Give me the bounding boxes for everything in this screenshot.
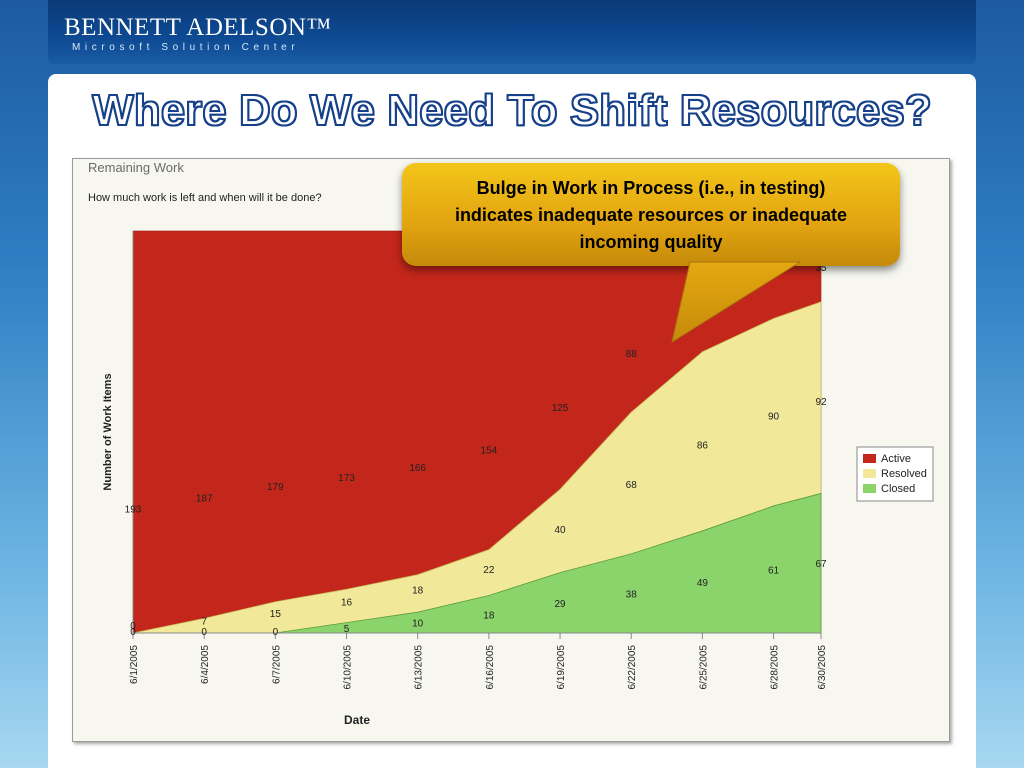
active-data-label: 88: [626, 349, 638, 360]
active-data-label: 179: [267, 482, 284, 493]
chart-subtitle: How much work is left and when will it b…: [88, 192, 322, 204]
x-tick-label: 6/19/2005: [556, 645, 567, 690]
active-data-label: 35: [815, 263, 827, 274]
y-axis-title: Number of Work Items: [102, 373, 114, 490]
x-tick-label: 6/1/2005: [129, 645, 140, 684]
company-tagline: Microsoft Solution Center: [72, 42, 300, 53]
chart-canvas: Remaining Work How much work is left and …: [88, 160, 934, 727]
chart-title: Remaining Work: [88, 160, 184, 175]
x-tick-label: 6/4/2005: [200, 645, 211, 684]
legend-swatch: [863, 469, 876, 478]
closed-data-label: 0: [273, 627, 279, 638]
x-tick-label: 6/25/2005: [698, 645, 709, 690]
x-axis-title: Date: [344, 713, 370, 727]
closed-data-label: 29: [554, 599, 566, 610]
active-data-label: 125: [552, 403, 569, 414]
closed-data-label: 10: [412, 619, 424, 630]
x-tick-label: 6/16/2005: [485, 645, 496, 690]
resolved-data-label: 68: [626, 480, 638, 491]
slide-title: Where Do We Need To Shift Resources?: [91, 85, 932, 136]
resolved-data-label: 92: [815, 397, 827, 408]
x-tick-label: 6/13/2005: [414, 645, 425, 690]
resolved-data-label: 40: [554, 525, 566, 536]
x-tick-label: 6/30/2005: [817, 645, 828, 690]
legend-label: Resolved: [881, 468, 927, 480]
x-tick-label: 6/7/2005: [271, 645, 282, 684]
closed-data-label: 38: [626, 589, 638, 600]
callout-bubble: Bulge in Work in Process (i.e., in testi…: [402, 163, 900, 266]
remaining-work-chart: Remaining Work How much work is left and …: [72, 158, 950, 742]
legend-swatch: [863, 484, 876, 493]
callout-text: Bulge in Work in Process (i.e., in testi…: [454, 178, 848, 252]
closed-data-label: 18: [483, 610, 495, 621]
closed-data-label: 0: [201, 627, 207, 638]
resolved-data-label: 15: [270, 609, 282, 620]
active-data-label: 173: [338, 473, 355, 484]
active-data-label: 193: [125, 504, 142, 515]
legend-label: Closed: [881, 483, 915, 495]
resolved-data-label: 16: [341, 598, 353, 609]
resolved-data-label: 90: [768, 412, 780, 423]
resolved-data-label: 18: [412, 585, 424, 596]
x-tick-label: 6/10/2005: [343, 645, 354, 690]
active-data-label: 154: [481, 445, 498, 456]
legend-label: Active: [881, 453, 911, 465]
closed-data-label: 49: [697, 578, 709, 589]
closed-data-label: 0: [130, 627, 136, 638]
legend-swatch: [863, 454, 876, 463]
closed-data-label: 5: [344, 624, 350, 635]
x-tick-label: 6/22/2005: [627, 645, 638, 690]
resolved-data-label: 7: [201, 616, 207, 627]
closed-data-label: 67: [815, 559, 827, 570]
header-bar: [48, 0, 976, 64]
resolved-data-label: 22: [483, 565, 495, 576]
active-data-label: 166: [409, 463, 426, 474]
x-tick-label: 6/28/2005: [770, 645, 781, 690]
resolved-data-label: 0: [130, 621, 136, 632]
resolved-data-label: 86: [697, 440, 709, 451]
company-logo: BENNETT ADELSON™: [64, 14, 332, 41]
active-data-label: 187: [196, 494, 213, 505]
closed-data-label: 61: [768, 565, 780, 576]
